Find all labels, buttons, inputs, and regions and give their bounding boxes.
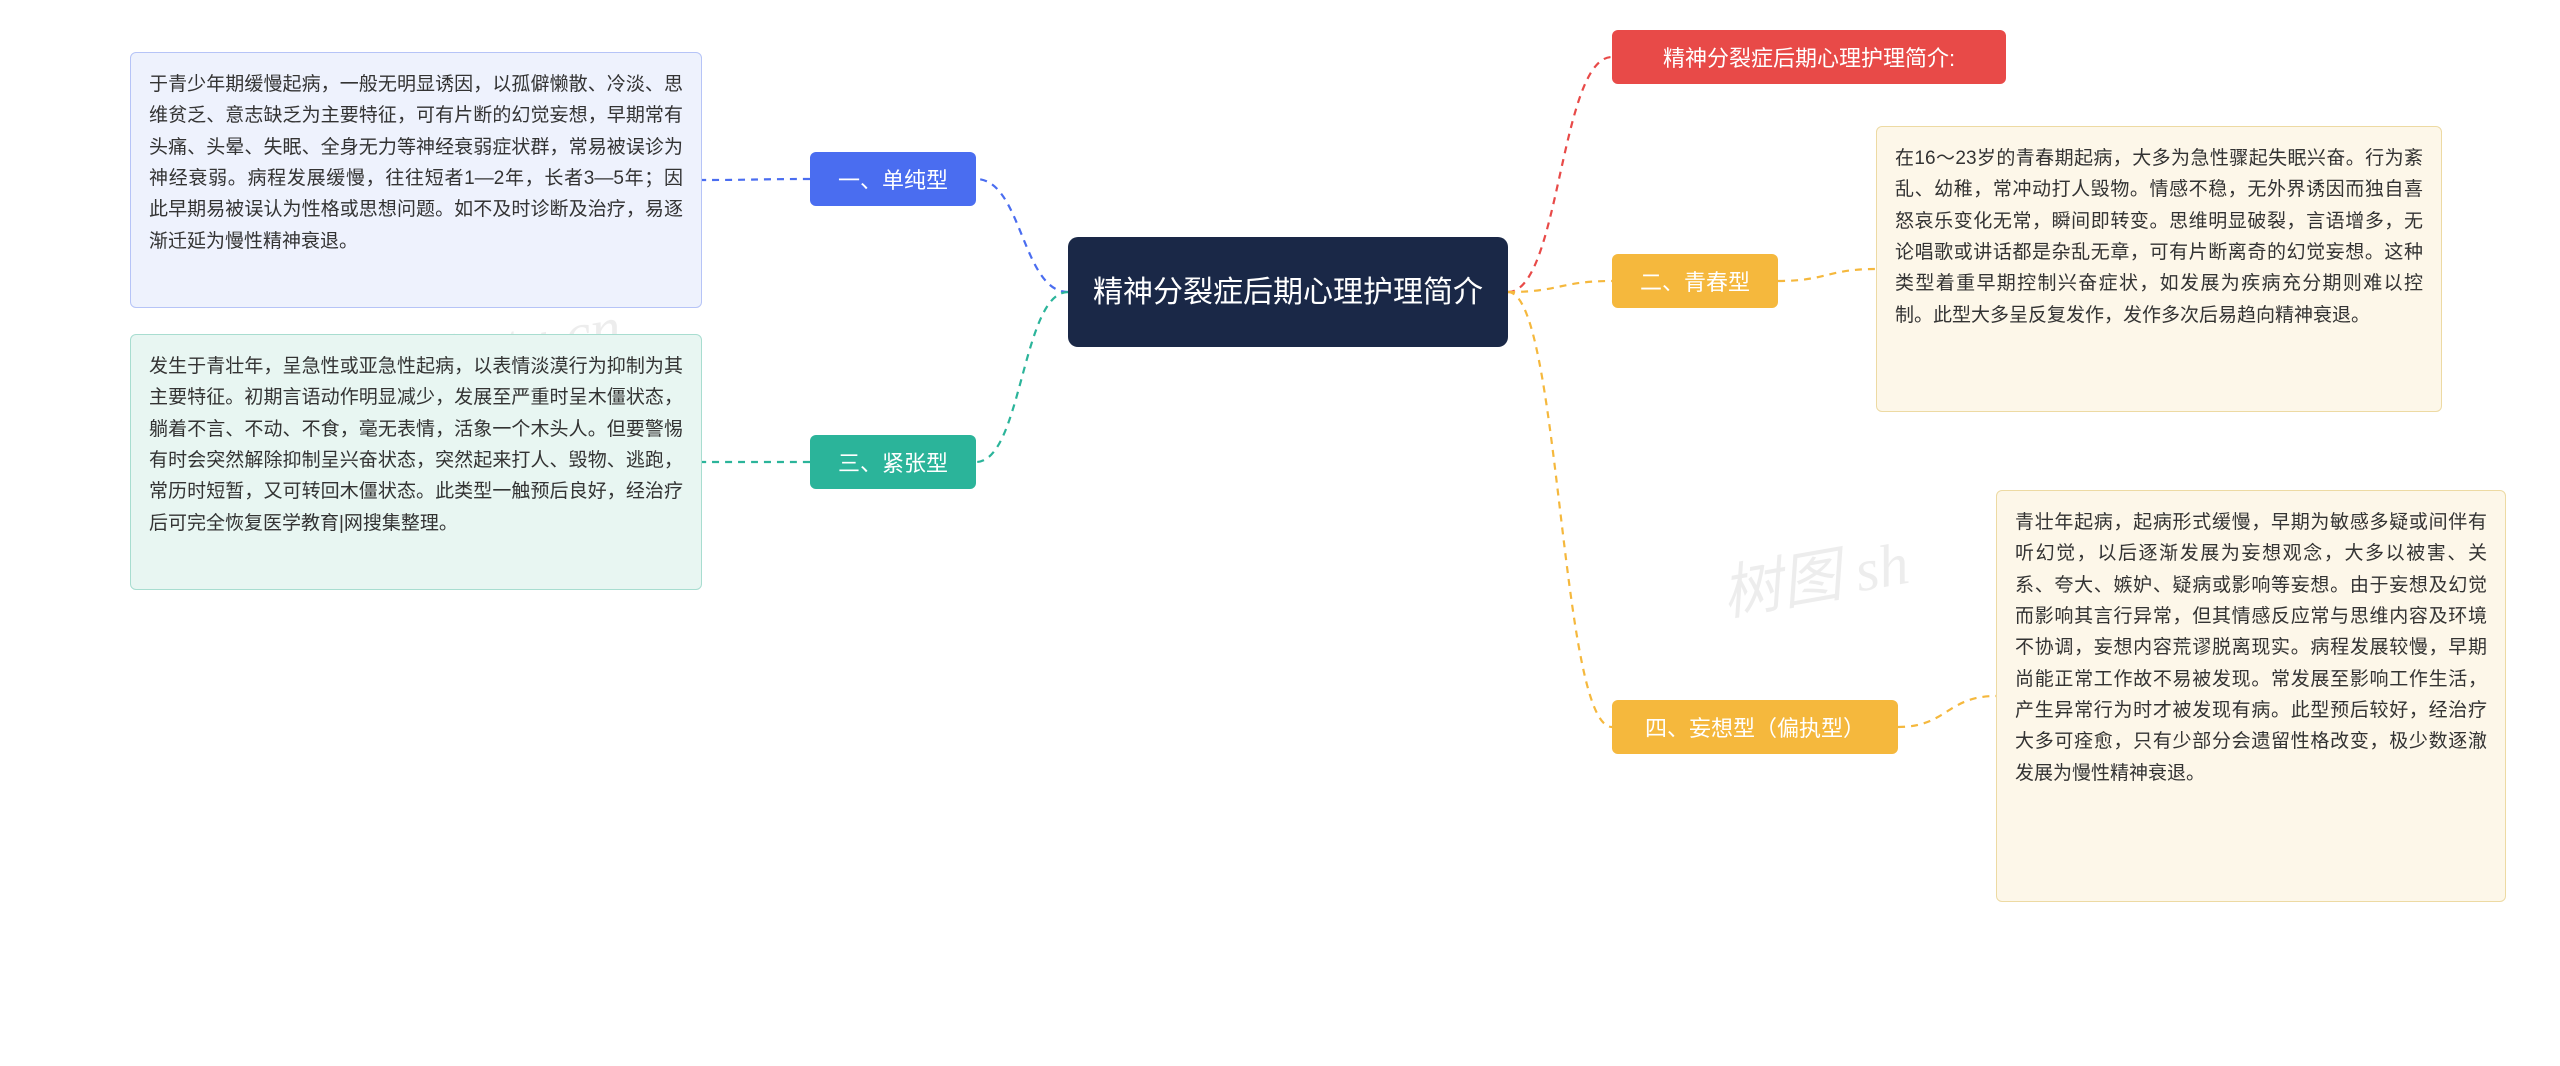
branch-label: 二、青春型 bbox=[1640, 265, 1750, 297]
detail-b4: 青壮年起病，起病形式缓慢，早期为敏感多疑或间伴有听幻觉，以后逐渐发展为妄想观念，… bbox=[1996, 490, 2506, 902]
branch-b3: 三、紧张型 bbox=[810, 435, 976, 489]
detail-b3: 发生于青壮年，呈急性或亚急性起病，以表情淡漠行为抑制为其主要特征。初期言语动作明… bbox=[130, 334, 702, 590]
center-node-label: 精神分裂症后期心理护理简介 bbox=[1093, 270, 1483, 315]
branch-label: 四、妄想型（偏执型） bbox=[1645, 711, 1865, 743]
branch-b2: 二、青春型 bbox=[1612, 254, 1778, 308]
branch-b1: 一、单纯型 bbox=[810, 152, 976, 206]
branch-b4: 四、妄想型（偏执型） bbox=[1612, 700, 1898, 754]
branch-label: 一、单纯型 bbox=[838, 163, 948, 195]
detail-text: 发生于青壮年，呈急性或亚急性起病，以表情淡漠行为抑制为其主要特征。初期言语动作明… bbox=[149, 356, 683, 534]
detail-b2: 在16～23岁的青春期起病，大多为急性骤起失眠兴奋。行为紊乱、幼稚，常冲动打人毁… bbox=[1876, 126, 2442, 412]
detail-b1: 于青少年期缓慢起病，一般无明显诱因，以孤僻懒散、冷淡、思维贫乏、意志缺乏为主要特… bbox=[130, 52, 702, 308]
branch-b0: 精神分裂症后期心理护理简介: bbox=[1612, 30, 2006, 84]
detail-text: 青壮年起病，起病形式缓慢，早期为敏感多疑或间伴有听幻觉，以后逐渐发展为妄想观念，… bbox=[2015, 512, 2487, 784]
detail-text: 于青少年期缓慢起病，一般无明显诱因，以孤僻懒散、冷淡、思维贫乏、意志缺乏为主要特… bbox=[149, 74, 683, 252]
branch-label: 精神分裂症后期心理护理简介: bbox=[1663, 41, 1955, 73]
branch-label: 三、紧张型 bbox=[838, 446, 948, 478]
detail-text: 在16～23岁的青春期起病，大多为急性骤起失眠兴奋。行为紊乱、幼稚，常冲动打人毁… bbox=[1895, 148, 2423, 326]
watermark-2: 树图 sh bbox=[1714, 514, 1915, 632]
center-node: 精神分裂症后期心理护理简介 bbox=[1068, 237, 1508, 347]
